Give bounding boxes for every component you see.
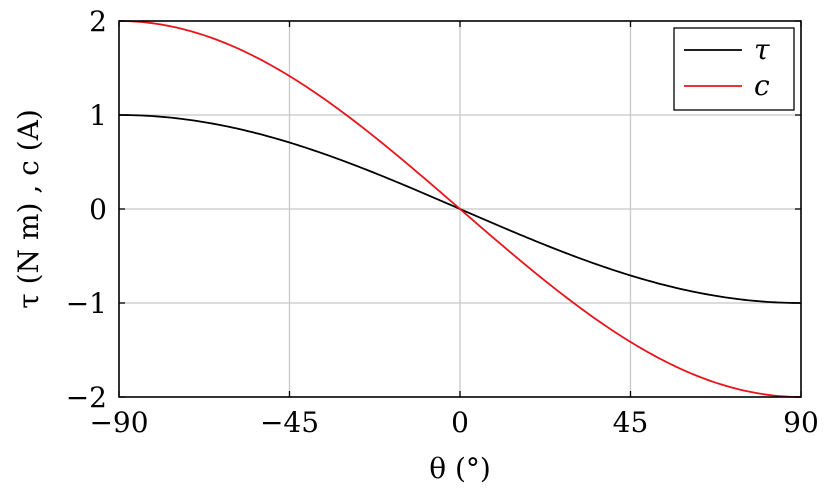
y-tick-label: 2 (89, 5, 107, 38)
x-tick-labels: −90 −45 0 45 90 (89, 406, 818, 439)
legend-label: c (754, 69, 770, 102)
x-tick-label: −90 (89, 406, 148, 439)
legend-box (673, 27, 795, 111)
x-tick-label: 0 (451, 406, 469, 439)
y-axis-label: τ (N m) , c (A) (12, 109, 45, 309)
x-tick-label: 90 (783, 406, 819, 439)
y-tick-label: −2 (66, 381, 107, 414)
y-tick-label: 0 (89, 193, 107, 226)
x-tick-label: 45 (613, 406, 649, 439)
series-line-c (118, 20, 802, 398)
x-tick-label: −45 (260, 406, 319, 439)
y-tick-label: −1 (66, 287, 107, 320)
tick-group (118, 20, 802, 398)
series-group (118, 20, 802, 398)
y-tick-labels: −2 −1 0 1 2 (66, 5, 107, 414)
legend: τc (673, 27, 795, 111)
legend-label: τ (754, 33, 770, 66)
y-tick-label: 1 (89, 99, 107, 132)
x-axis-label: θ (°) (429, 452, 491, 485)
